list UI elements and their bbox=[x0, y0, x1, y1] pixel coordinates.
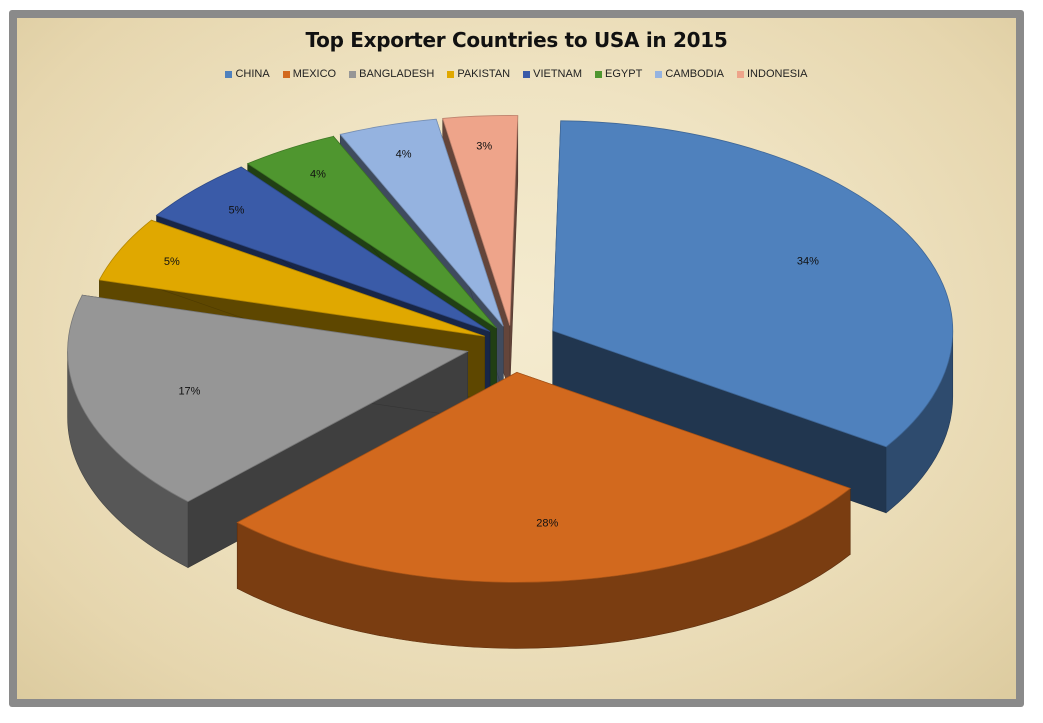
data-label-egypt: 4% bbox=[310, 169, 326, 181]
legend-swatch bbox=[655, 70, 663, 78]
legend-label: CAMBODIA bbox=[665, 68, 724, 80]
chart-legend: CHINA MEXICO BANGLADESH PAKISTAN VIETNAM EGYP… bbox=[17, 68, 1016, 80]
chart-title: Top Exporter Countries to USA in 2015 bbox=[305, 28, 728, 52]
legend-item-bangladesh: BANGLADESH bbox=[349, 68, 434, 80]
slice-top-pakistan bbox=[98, 219, 485, 337]
pie-tops: 34% 28% 17% 5% 5% 4% 4% 3% bbox=[164, 140, 819, 529]
legend-swatch bbox=[737, 70, 744, 78]
legend-item-egypt: EGYPT bbox=[595, 68, 642, 80]
slice-mexico bbox=[236, 371, 852, 649]
legend-item-pakistan: PAKISTAN bbox=[447, 68, 510, 80]
pie-chart: 34% 28% 17% 5% 5% 4% 4% 3% bbox=[67, 115, 954, 649]
data-label-mexico: 28% bbox=[536, 518, 558, 530]
data-label-vietnam: 5% bbox=[229, 204, 245, 216]
legend-label: VIETNAM bbox=[533, 68, 583, 80]
pie-sides bbox=[67, 115, 954, 649]
chart-area: Top Exporter Countries to USA in 2015 CH… bbox=[17, 18, 1016, 699]
data-label-bangladesh: 17% bbox=[178, 386, 200, 398]
slice-bangladesh bbox=[67, 294, 469, 569]
legend-item-china: CHINA bbox=[225, 68, 270, 80]
legend-label: PAKISTAN bbox=[457, 68, 511, 80]
legend-swatch bbox=[595, 70, 603, 78]
legend-label: MEXICO bbox=[292, 68, 337, 80]
legend-item-indonesia: INDONESIA bbox=[737, 68, 808, 80]
slice-top-vietnam bbox=[155, 166, 491, 332]
legend-label: BANGLADESH bbox=[359, 68, 435, 80]
slice-top-cambodia bbox=[339, 118, 504, 327]
slice-top-bangladesh bbox=[67, 294, 469, 503]
legend-label: EGYPT bbox=[605, 68, 643, 80]
legend-swatch bbox=[447, 70, 455, 78]
legend-item-vietnam: VIETNAM bbox=[523, 68, 582, 80]
legend-item-mexico: MEXICO bbox=[282, 68, 337, 80]
data-label-pakistan: 5% bbox=[164, 256, 180, 268]
legend-label: INDONESIA bbox=[747, 68, 808, 80]
slice-china bbox=[552, 120, 954, 514]
legend-label: CHINA bbox=[235, 68, 270, 80]
slice-top-egypt bbox=[246, 135, 497, 329]
slice-top-mexico bbox=[236, 371, 852, 583]
legend-swatch bbox=[523, 70, 531, 78]
data-label-indonesia: 3% bbox=[476, 140, 492, 152]
legend-item-cambodia: CAMBODIA bbox=[655, 68, 724, 80]
slice-top-indonesia bbox=[442, 115, 519, 326]
slice-top-china bbox=[552, 120, 954, 448]
legend-swatch bbox=[282, 70, 290, 78]
data-label-cambodia: 4% bbox=[396, 148, 412, 160]
legend-swatch bbox=[225, 70, 233, 78]
data-label-china: 34% bbox=[797, 256, 819, 268]
legend-swatch bbox=[349, 70, 357, 78]
